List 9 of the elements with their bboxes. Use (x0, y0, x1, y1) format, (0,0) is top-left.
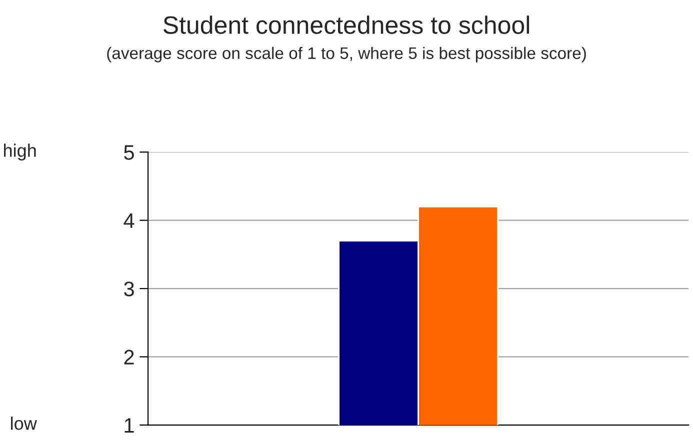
y-tick-label: 5 (124, 145, 134, 160)
chart-title: Student connectedness to school (163, 16, 529, 34)
y-tick-label: 2 (124, 350, 134, 364)
chart-subtitle: (average score on scale of 1 to 5, where 5 is best possible score) (107, 46, 586, 62)
y-tick-label: 1 (124, 418, 134, 433)
y-tick-label: 3 (124, 282, 134, 296)
text: high (4, 144, 36, 160)
y-tick-label: 4 (124, 214, 134, 228)
text: low (11, 416, 37, 430)
